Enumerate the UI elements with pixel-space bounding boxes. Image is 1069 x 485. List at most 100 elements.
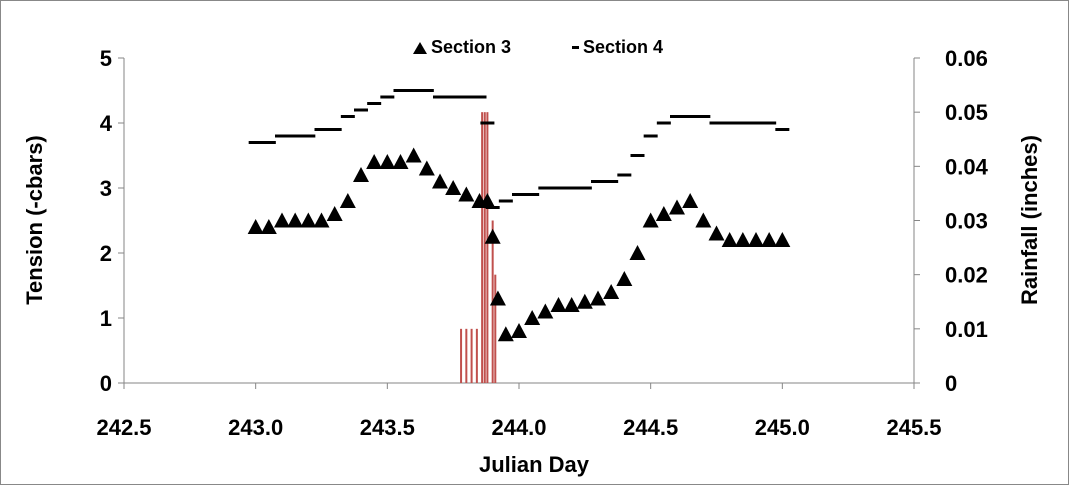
section-3-point — [537, 303, 554, 319]
section-4-point — [459, 95, 474, 99]
section-4-point — [722, 121, 737, 125]
section-3-point — [405, 147, 422, 163]
section-3-point — [734, 232, 751, 247]
section-4-point — [525, 193, 540, 196]
y-axis-title: Tension (-cbars) — [22, 135, 47, 305]
section-4-point — [775, 128, 790, 131]
y-tick-label: 4 — [100, 111, 113, 136]
y2-tick-label: 0.01 — [945, 317, 988, 342]
rainfall-bar — [481, 112, 484, 384]
section-4-point — [591, 180, 605, 183]
section-3-point — [563, 297, 580, 312]
section-4-point — [367, 102, 382, 105]
y-tick-label: 2 — [100, 241, 112, 266]
section-3-point — [353, 167, 369, 182]
section-3-point — [629, 245, 646, 260]
section-3-point — [379, 154, 396, 169]
legend: Section 3 Section 4 — [413, 37, 663, 57]
section-4-point — [643, 134, 658, 138]
section-3-point — [695, 212, 712, 228]
y-tick-label: 0 — [100, 371, 112, 396]
section-3-point — [287, 212, 304, 228]
section-3-point — [458, 186, 475, 202]
section-4-point — [275, 134, 289, 138]
section-3-point — [576, 293, 593, 309]
section-4-point — [301, 134, 316, 138]
section-4-point — [538, 186, 553, 190]
x-tick-label: 244.0 — [491, 415, 546, 440]
section-4-point — [683, 115, 698, 118]
rainfall-bar — [475, 328, 478, 383]
x-tick-label: 245.5 — [886, 415, 941, 440]
section-4-point — [617, 173, 632, 177]
section-3-point — [260, 219, 277, 234]
y-tick-label: 1 — [100, 306, 112, 331]
y-tick-label: 3 — [100, 176, 112, 201]
section-3-point — [721, 232, 738, 247]
y2-tick-label: 0.02 — [945, 263, 988, 288]
section-3-point — [590, 290, 606, 306]
section-4-point — [314, 128, 329, 131]
y-tick-label: 5 — [100, 46, 112, 71]
section-4-point — [670, 115, 684, 118]
section-4-point — [419, 89, 434, 92]
rainfall-bar — [494, 274, 497, 383]
section-4-point — [498, 199, 513, 203]
section-3-point — [511, 323, 527, 338]
rainfall-bar — [486, 112, 489, 384]
section-3-point — [274, 212, 290, 228]
section-3-point — [682, 193, 699, 208]
section-3-point — [489, 290, 506, 306]
section-3-point — [247, 219, 264, 234]
rainfall-bars — [460, 112, 497, 384]
section-3-point — [616, 271, 633, 286]
section-3-point — [484, 228, 501, 244]
rainfall-bar — [470, 328, 473, 383]
section-4-point — [288, 134, 303, 138]
x-tick-label: 245.0 — [755, 415, 810, 440]
section-4-point — [406, 89, 421, 92]
x-tick-label: 242.5 — [96, 415, 151, 440]
section-4-point — [472, 95, 487, 99]
section-3-point — [479, 193, 496, 208]
section-4-point — [433, 95, 447, 99]
rainfall-bar — [460, 328, 463, 383]
section-3-point — [339, 193, 356, 208]
y2-tick-label: 0.06 — [945, 46, 988, 71]
y2-tick-label: 0.05 — [945, 100, 988, 125]
section-4-point — [480, 121, 495, 125]
section-4-point — [354, 108, 368, 112]
x-tick-label: 244.5 — [623, 415, 678, 440]
section-4-point — [762, 121, 777, 125]
section-3-point — [432, 173, 448, 189]
section-3-point — [326, 206, 343, 221]
section-4-point — [393, 89, 408, 92]
section-4-point — [656, 121, 671, 125]
section-4-point — [340, 115, 355, 118]
legend-label-section-4: Section 4 — [583, 37, 663, 57]
section-4-point — [248, 141, 263, 144]
y2-tick-label: 0 — [945, 371, 957, 396]
section-4-point — [512, 193, 526, 196]
section-3-point — [300, 212, 317, 228]
section-4-point — [551, 186, 566, 190]
section-3-point — [655, 206, 672, 221]
y2-tick-label: 0.04 — [945, 154, 989, 179]
section-3-point — [761, 232, 778, 247]
section-4-point — [749, 121, 763, 125]
section-3-point — [392, 154, 409, 169]
legend-label-section-3: Section 3 — [431, 37, 511, 57]
section-4-point — [380, 95, 395, 99]
section-3-point — [418, 160, 435, 176]
section-3-point — [550, 297, 567, 312]
y2-tick-label: 0.03 — [945, 209, 988, 234]
section-4-point — [735, 121, 750, 125]
x-tick-label: 243.0 — [228, 415, 283, 440]
y2-axis-title: Rainfall (inches) — [1017, 135, 1042, 305]
legend-marker-section-4 — [572, 46, 579, 49]
section-3-point — [366, 154, 383, 169]
section-4-point — [630, 154, 645, 157]
section-4-point — [604, 180, 619, 183]
